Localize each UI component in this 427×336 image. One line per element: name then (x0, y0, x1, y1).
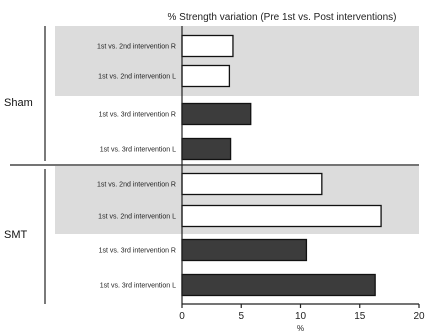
bar-sham-3 (181, 137, 232, 161)
bar-smt-2 (181, 238, 308, 262)
shade-band-sham (55, 26, 419, 96)
bar-smt-3 (181, 273, 376, 297)
bar-smt-1 (181, 204, 382, 228)
shaded-bands (55, 26, 419, 234)
category-label: 1st vs. 2nd intervention R (97, 44, 176, 51)
bar-sham-1 (181, 64, 231, 88)
group-label-smt: SMT (4, 229, 28, 241)
category-label: 1st vs. 2nd intervention L (98, 74, 176, 81)
x-tick-label: 10 (295, 311, 307, 322)
bar-smt-0 (181, 172, 323, 196)
category-label: 1st vs. 2nd intervention R (97, 182, 176, 189)
x-tick-label: 15 (354, 311, 366, 322)
category-label: 1st vs. 3rd intervention R (99, 248, 176, 255)
x-tick-label: 5 (238, 311, 244, 322)
category-label: 1st vs. 3rd intervention L (100, 147, 176, 154)
x-tick-label: 20 (413, 311, 425, 322)
group-labels: Sham SMT (4, 26, 46, 304)
category-label: 1st vs. 3rd intervention L (100, 283, 176, 290)
x-axis-label: % (297, 324, 304, 333)
chart-title: % Strength variation (Pre 1st vs. Post i… (168, 12, 397, 23)
category-label: 1st vs. 2nd intervention L (98, 214, 176, 221)
group-label-sham: Sham (4, 97, 33, 109)
category-labels: 1st vs. 2nd intervention R 1st vs. 2nd in… (97, 44, 176, 290)
axes: 0 5 10 15 20 (10, 26, 425, 322)
bar-sham-2 (181, 102, 252, 126)
x-tick-label: 0 (179, 311, 185, 322)
category-label: 1st vs. 3rd intervention R (99, 112, 176, 119)
bar-sham-0 (181, 34, 234, 58)
